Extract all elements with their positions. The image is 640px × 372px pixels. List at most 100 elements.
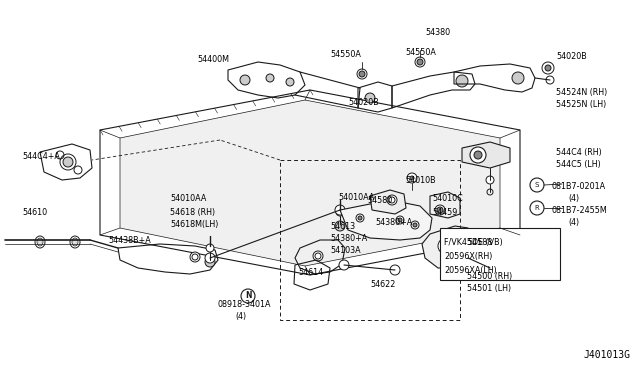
Text: 544C4+A: 544C4+A [22,152,60,161]
Text: 54380+A: 54380+A [375,218,412,227]
Text: 54500 (RH): 54500 (RH) [467,272,512,281]
Text: 544C5 (LH): 544C5 (LH) [556,160,601,169]
Text: (4): (4) [568,194,579,203]
Circle shape [486,176,494,184]
Text: 54459: 54459 [432,208,458,217]
Text: 54400M: 54400M [197,55,229,64]
Circle shape [411,221,419,229]
Text: S: S [535,182,539,188]
Text: 20596X(RH): 20596X(RH) [444,252,492,261]
Ellipse shape [70,236,80,248]
Circle shape [240,75,250,85]
Text: 54438B+A: 54438B+A [108,236,151,245]
Text: 54618M(LH): 54618M(LH) [170,220,218,229]
Circle shape [417,59,423,65]
Polygon shape [422,226,472,268]
Text: 081B7-2455M: 081B7-2455M [551,206,607,215]
Text: 08918-3401A: 08918-3401A [218,300,271,309]
Text: 54380+A: 54380+A [330,234,367,243]
Text: F/VK45DE (VB): F/VK45DE (VB) [444,238,503,247]
Circle shape [435,205,445,215]
Polygon shape [462,142,510,168]
Circle shape [530,178,544,192]
Circle shape [206,244,214,252]
Circle shape [63,157,73,167]
Text: 54010C: 54010C [432,194,463,203]
Circle shape [190,252,200,262]
Circle shape [415,57,425,67]
Text: 54580: 54580 [367,196,392,205]
Text: 081B7-0201A: 081B7-0201A [551,182,605,191]
Circle shape [437,207,443,213]
Circle shape [356,214,364,222]
Text: N: N [244,292,252,301]
Text: 54103A: 54103A [330,246,360,255]
Polygon shape [370,190,406,214]
Circle shape [542,62,554,74]
Circle shape [410,176,414,180]
Circle shape [335,221,345,231]
Circle shape [241,289,255,303]
Polygon shape [120,100,500,266]
Circle shape [313,251,323,261]
Circle shape [336,208,344,216]
Text: 54550A: 54550A [330,50,361,59]
Circle shape [357,69,367,79]
Circle shape [456,75,468,87]
Text: 54622: 54622 [370,280,396,289]
Circle shape [407,173,417,183]
Circle shape [335,205,345,215]
Circle shape [266,74,274,82]
Circle shape [398,218,402,222]
Circle shape [470,147,486,163]
Circle shape [441,241,451,251]
Text: R: R [534,205,540,211]
Circle shape [390,265,400,275]
Circle shape [60,154,76,170]
Ellipse shape [35,236,45,248]
Text: J401013G: J401013G [583,350,630,360]
Text: 54614: 54614 [298,268,323,277]
Circle shape [286,78,294,86]
Ellipse shape [37,238,43,246]
Circle shape [462,252,474,264]
Text: 54380: 54380 [425,28,450,37]
Circle shape [205,257,215,267]
Circle shape [454,256,462,264]
Circle shape [485,263,495,273]
Text: 54550A: 54550A [405,48,436,57]
Text: 54010B: 54010B [405,176,436,185]
Text: 54525N (LH): 54525N (LH) [556,100,606,109]
Text: 54501 (LH): 54501 (LH) [467,284,511,293]
Text: 54524N (RH): 54524N (RH) [556,88,607,97]
Circle shape [358,216,362,220]
Circle shape [413,223,417,227]
Circle shape [359,71,365,77]
Text: 54020B: 54020B [556,52,587,61]
Circle shape [530,201,544,215]
Text: 544C4 (RH): 544C4 (RH) [556,148,602,157]
Circle shape [205,253,215,263]
Ellipse shape [72,238,78,246]
Circle shape [396,216,404,224]
Text: 54613: 54613 [330,222,355,231]
Circle shape [438,238,454,254]
Bar [440,228,560,280]
Bar [280,160,460,320]
Text: (4): (4) [235,312,246,321]
Text: 20596XA(LH): 20596XA(LH) [444,266,497,275]
Circle shape [512,72,524,84]
Polygon shape [340,202,432,240]
Text: 54610: 54610 [22,208,47,217]
Text: 54010AA: 54010AA [170,194,206,203]
Text: 54010AA: 54010AA [338,193,374,202]
Text: (4): (4) [568,218,579,227]
Text: 54020B: 54020B [348,98,379,107]
Circle shape [474,151,482,159]
Circle shape [456,232,464,240]
Text: 54618 (RH): 54618 (RH) [170,208,215,217]
Circle shape [365,93,375,103]
Circle shape [339,260,349,270]
Circle shape [387,195,397,205]
Text: 54588: 54588 [467,238,492,247]
